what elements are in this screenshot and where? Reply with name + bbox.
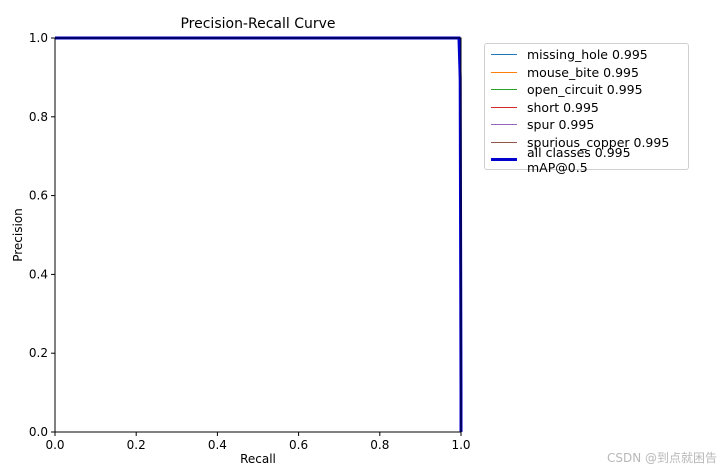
y-tick-label: 0.6 — [29, 189, 48, 203]
legend-label: spurious_copper 0.995 — [527, 134, 670, 150]
legend-item: short 0.995 — [491, 99, 682, 117]
legend-label: open_circuit 0.995 — [527, 82, 643, 98]
y-tick-label: 0.0 — [29, 425, 48, 439]
legend-label: mouse_bite 0.995 — [527, 64, 639, 80]
legend-swatch — [491, 124, 517, 126]
series-layer — [55, 36, 463, 432]
legend-swatch — [491, 54, 517, 56]
y-axis: 0.0 0.2 0.4 0.6 0.8 1.0 — [29, 31, 55, 439]
legend-item: open_circuit 0.995 — [491, 81, 682, 99]
legend-item: missing_hole 0.995 — [491, 46, 682, 64]
legend-label: all classes 0.995 mAP@0.5 — [527, 144, 631, 175]
watermark: CSDN @到点就困告 — [606, 451, 717, 465]
legend-swatch — [491, 158, 517, 162]
series-line-2 — [55, 37, 462, 432]
legend-label: spur 0.995 — [527, 117, 595, 133]
legend-item: mouse_bite 0.995 — [491, 64, 682, 82]
legend-label: missing_hole 0.995 — [527, 47, 648, 63]
series-line-0 — [55, 37, 462, 432]
legend-item: spurious_copper 0.995 — [491, 134, 682, 152]
x-axis: 0.0 0.2 0.4 0.6 0.8 1.0 — [45, 432, 471, 452]
x-tick-label: 0.4 — [208, 438, 227, 452]
legend-swatch — [491, 106, 517, 108]
x-tick-label: 0.6 — [289, 438, 308, 452]
x-tick-label: 0.8 — [370, 438, 389, 452]
legend-swatch — [491, 71, 517, 73]
x-tick-label: 0.0 — [45, 438, 64, 452]
series-line-5 — [55, 37, 462, 432]
series-line-1 — [55, 37, 462, 432]
series-line-3 — [55, 37, 462, 432]
legend: missing_hole 0.995 mouse_bite 0.995 open_c… — [484, 43, 689, 175]
legend-item: all classes 0.995 mAP@0.5 — [491, 145, 682, 175]
x-tick-label: 0.2 — [127, 438, 146, 452]
chart-title: Precision-Recall Curve — [180, 16, 336, 32]
legend-label: short 0.995 — [527, 99, 599, 115]
legend-swatch — [491, 89, 517, 91]
series-line-6 — [55, 36, 463, 432]
x-axis-label: Recall — [240, 452, 276, 466]
y-tick-label: 1.0 — [29, 31, 48, 45]
y-tick-label: 0.4 — [29, 267, 48, 281]
series-line-4 — [55, 37, 462, 432]
legend-swatch — [491, 141, 517, 143]
y-tick-label: 0.8 — [29, 110, 48, 124]
x-tick-label: 1.0 — [451, 438, 470, 452]
plot-frame — [54, 37, 462, 433]
legend-item: spur 0.995 — [491, 116, 682, 134]
y-tick-label: 0.2 — [29, 346, 48, 360]
y-axis-label: Precision — [11, 208, 25, 262]
